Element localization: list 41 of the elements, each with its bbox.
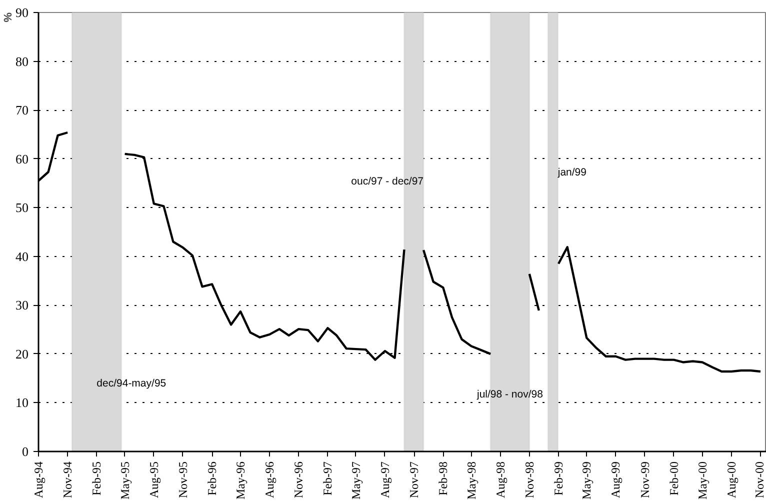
x-tick-label: Feb-97 [320,461,335,496]
x-tick-label: Feb-98 [436,461,450,496]
band-label: ouc/97 - dec/97 [351,176,424,188]
y-tick-label: 40 [16,248,28,264]
y-tick-label: 10 [16,395,28,410]
x-tick-label: Aug-94 [32,461,46,498]
x-tick-label: Aug-99 [608,461,623,498]
x-tick-label: Feb-96 [205,461,220,496]
y-tick-label: 20 [16,346,28,362]
x-tick-label: May-95 [118,461,132,500]
x-tick-label: Aug-00 [724,461,738,498]
y-tick-label: 30 [16,298,28,313]
x-tick-label: May-97 [348,461,363,500]
y-tick-label: 50 [16,200,28,216]
x-tick-label: May-96 [233,461,248,500]
x-tick-label: Feb-00 [666,461,681,496]
x-tick-label: Nov-98 [522,461,536,498]
y-tick-label: 0 [22,444,28,459]
x-tick-label: Nov-97 [407,461,422,498]
x-tick-label: Nov-00 [752,461,766,498]
x-tick-label: Aug-96 [262,461,277,498]
x-tick-label: Aug-97 [378,461,392,498]
y-axis-title: % [2,12,14,22]
x-tick-label: May-00 [695,461,710,500]
x-tick-label: Nov-96 [292,461,306,498]
y-tick-label: 70 [16,102,28,118]
x-tick-label: May-98 [464,461,478,500]
x-tick-label: Aug-95 [146,461,161,498]
y-tick-label: 90 [16,5,28,20]
x-tick-label: Aug-98 [493,461,508,498]
y-tick-label: 80 [16,54,28,69]
x-tick-label: Feb-95 [90,461,104,496]
band-label: dec/94-may/95 [96,377,166,390]
band-label: jan/99 [556,166,587,179]
x-tick-label: Feb-99 [552,461,566,496]
y-tick-label: 60 [16,151,28,166]
x-tick-label: May-99 [580,461,594,500]
band-label: jul/98 - nov/98 [476,388,544,400]
x-tick-label: Nov-99 [638,461,652,498]
x-tick-label: Nov-95 [176,461,190,498]
x-tick-label: Nov-94 [60,461,75,498]
